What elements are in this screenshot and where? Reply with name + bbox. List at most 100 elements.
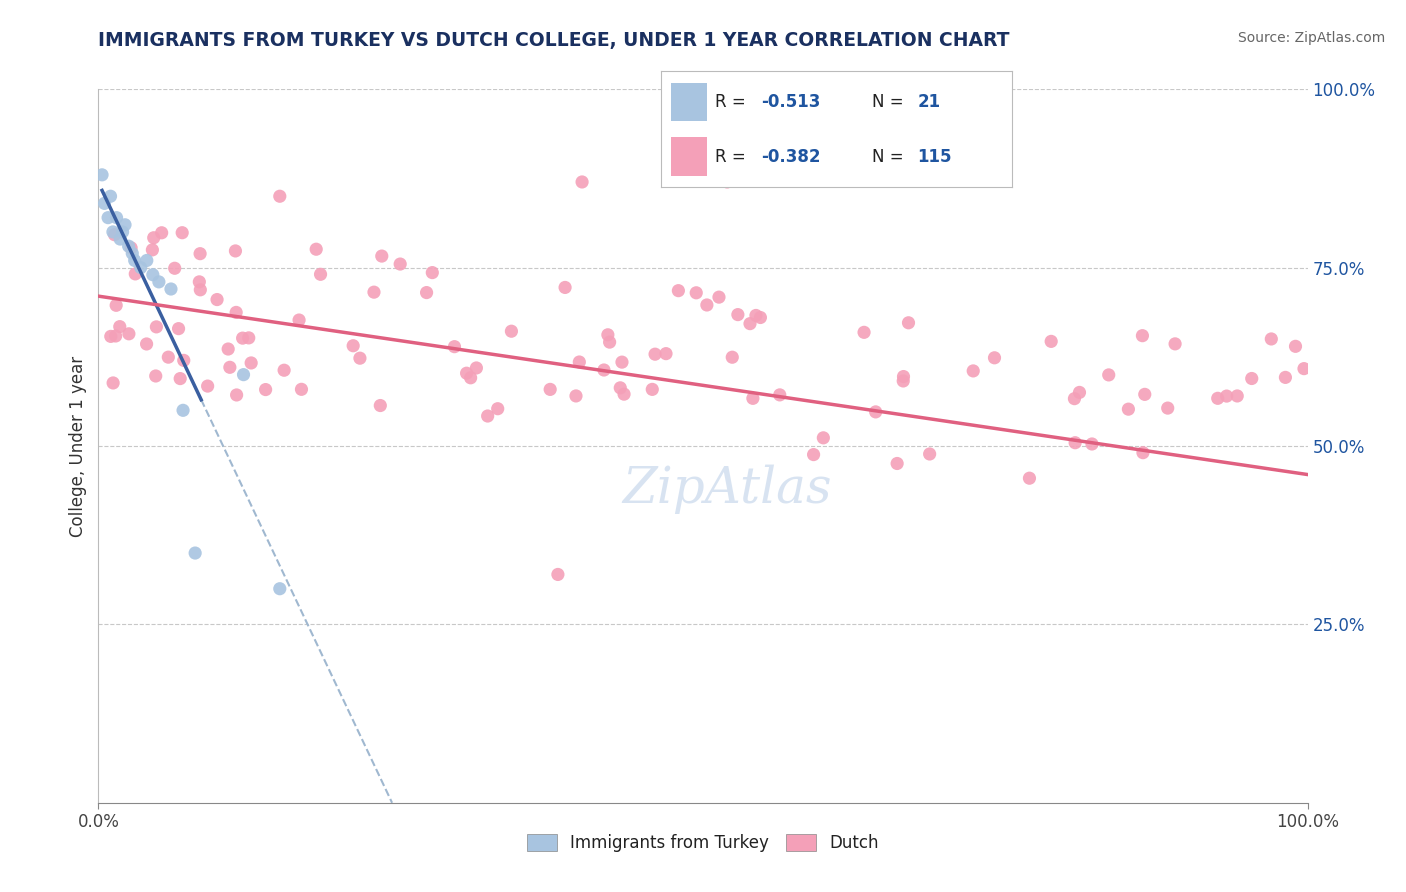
Text: N =: N =	[872, 93, 903, 112]
Point	[349, 351, 371, 366]
Point	[1157, 401, 1180, 416]
Point	[169, 371, 191, 385]
Point	[368, 399, 391, 413]
Point	[1274, 370, 1296, 384]
Point	[101, 225, 124, 239]
Text: 21: 21	[917, 93, 941, 112]
Text: R =: R =	[716, 147, 747, 166]
Point	[1098, 368, 1121, 382]
Point	[118, 239, 141, 253]
Point	[145, 319, 167, 334]
Point	[813, 431, 835, 445]
Point	[962, 364, 984, 378]
Text: N =: N =	[872, 147, 903, 166]
Point	[91, 168, 114, 182]
Point	[124, 267, 146, 281]
Point	[1215, 389, 1237, 403]
Point	[105, 298, 128, 312]
Point	[108, 319, 131, 334]
Point	[371, 249, 394, 263]
Point	[1240, 371, 1263, 385]
Point	[891, 374, 914, 388]
Point	[108, 232, 131, 246]
Point	[118, 326, 141, 341]
Point	[167, 321, 190, 335]
Point	[309, 268, 332, 282]
Point	[290, 382, 312, 396]
Point	[273, 363, 295, 377]
Point	[593, 363, 616, 377]
Point	[420, 266, 443, 280]
Point	[305, 242, 328, 256]
Point	[696, 298, 718, 312]
Point	[93, 196, 115, 211]
Point	[172, 403, 194, 417]
Point	[707, 290, 730, 304]
Point	[135, 337, 157, 351]
Point	[565, 389, 588, 403]
Point	[655, 346, 678, 360]
Point	[188, 275, 211, 289]
Point	[486, 401, 509, 416]
Point	[100, 189, 122, 203]
Y-axis label: College, Under 1 year: College, Under 1 year	[69, 355, 87, 537]
Point	[727, 308, 749, 322]
Text: IMMIGRANTS FROM TURKEY VS DUTCH COLLEGE, UNDER 1 YEAR CORRELATION CHART: IMMIGRANTS FROM TURKEY VS DUTCH COLLEGE,…	[98, 31, 1010, 50]
Point	[104, 329, 127, 343]
Point	[568, 355, 591, 369]
Point	[148, 275, 170, 289]
Point	[1132, 445, 1154, 459]
Point	[685, 285, 707, 300]
Point	[97, 211, 120, 225]
Point	[893, 369, 915, 384]
Bar	[671, 137, 706, 176]
Point	[363, 285, 385, 300]
Point	[224, 244, 246, 258]
Point	[886, 457, 908, 471]
Point	[596, 327, 619, 342]
Point	[114, 218, 136, 232]
Point	[163, 261, 186, 276]
Point	[415, 285, 437, 300]
Point	[738, 317, 761, 331]
Point	[225, 388, 247, 402]
Point	[225, 305, 247, 319]
Point	[103, 227, 125, 242]
Point	[121, 246, 143, 260]
Point	[769, 388, 792, 402]
Point	[145, 369, 167, 384]
Point	[218, 360, 240, 375]
Point	[150, 226, 173, 240]
Point	[205, 293, 228, 307]
Point	[269, 582, 291, 596]
Point	[465, 361, 488, 376]
Point	[184, 546, 207, 560]
Point	[609, 381, 631, 395]
Point	[721, 350, 744, 364]
Point	[599, 335, 621, 350]
Point	[120, 241, 142, 255]
Point	[269, 189, 291, 203]
Point	[1064, 435, 1087, 450]
Point	[554, 280, 576, 294]
Point	[1118, 402, 1140, 417]
Point	[197, 379, 219, 393]
Point	[1069, 385, 1091, 400]
Point	[1063, 392, 1085, 406]
Point	[501, 324, 523, 338]
Point	[1040, 334, 1063, 349]
Text: 115: 115	[917, 147, 952, 166]
Point	[741, 392, 763, 406]
Point	[918, 447, 941, 461]
Point	[666, 284, 689, 298]
Point	[613, 387, 636, 401]
Point	[1132, 328, 1154, 343]
Point	[173, 353, 195, 368]
Point	[124, 253, 146, 268]
Point	[1284, 339, 1306, 353]
Text: ZipAtlas: ZipAtlas	[623, 464, 832, 514]
Point	[644, 347, 666, 361]
Point	[232, 368, 254, 382]
Point	[571, 175, 593, 189]
Point	[160, 282, 183, 296]
